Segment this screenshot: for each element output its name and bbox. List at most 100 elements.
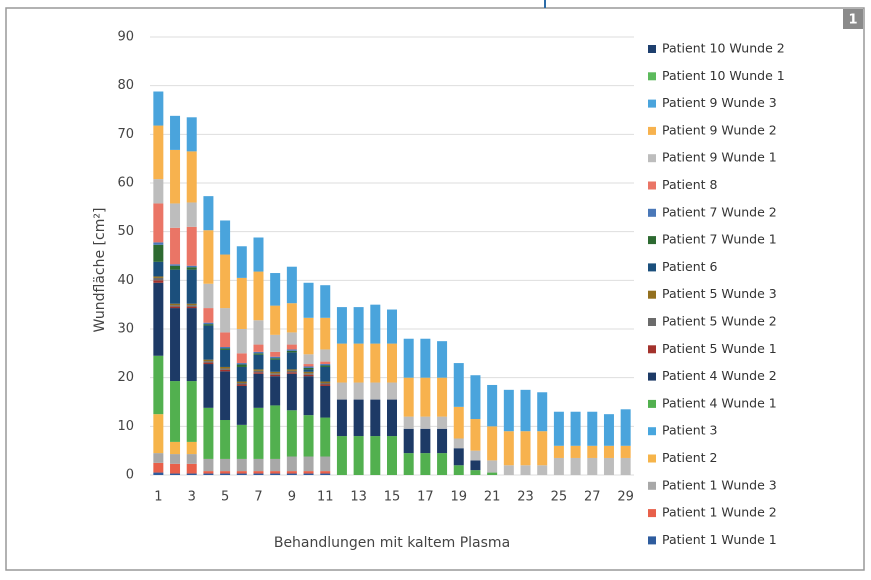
bar-segment [286,303,297,333]
bar-segment [437,428,448,454]
bar-segment [186,265,197,268]
bar-segment [170,303,181,306]
bar-segment [286,456,297,472]
y-tick-label: 40 [117,273,134,288]
x-tick-label: 7 [254,490,262,505]
legend-label: Patient 1 Wunde 3 [662,477,777,492]
bar-segment [153,179,164,204]
bar-segment [186,303,197,306]
bar-segment [186,226,197,266]
bar-segment [353,382,364,400]
x-tick-label: 13 [350,490,367,505]
bar-segment [236,424,247,459]
y-tick-label: 70 [117,127,134,142]
x-tick-label: 5 [221,490,229,505]
bar-segment [503,465,514,475]
bar-segment [153,453,164,463]
legend-swatch [648,263,656,272]
badge-box [843,9,863,29]
bar-segment [320,365,331,367]
legend-swatch [648,181,656,190]
bar-segment [353,399,364,437]
x-axis-title: Behandlungen mit kaltem Plasma [274,535,510,551]
bar-segment [437,341,448,378]
bar-segment [470,460,481,471]
bar-segment [420,338,431,378]
bar-segment [186,454,197,464]
bar-segment [303,373,314,375]
bar-segment [170,305,181,307]
bar-segment [503,431,514,466]
bar-segment [403,453,414,475]
bar-segment [253,320,264,345]
legend-label: Patient 4 Wunde 1 [662,395,777,410]
legend-label: Patient 8 [662,177,717,192]
bar-segment [170,473,181,475]
bar-segment [220,368,231,370]
bar-segment [420,377,431,417]
bar-segment [153,242,164,245]
bar-segment [320,361,331,365]
bar-segment [403,377,414,417]
legend-label: Patient 9 Wunde 1 [662,150,777,165]
bar-segment [220,473,231,475]
bar-segment [220,348,231,350]
bar-segment [220,369,231,372]
bar-segment [353,436,364,475]
bar-segment [236,246,247,278]
bar-segment [253,271,264,321]
bar-segment [570,457,581,475]
bar-segment [203,458,214,472]
bar-segment [470,419,481,451]
bar-segment [286,370,297,373]
bar-segment [387,399,397,437]
bar-segment [303,371,314,374]
bar-segment [186,269,197,304]
bar-segment [253,373,264,408]
bar-segment [170,269,181,304]
bar-segment [620,409,631,446]
legend-swatch [648,72,656,81]
bar-segment [587,445,598,458]
bar-segment [220,471,231,474]
bar-segment [303,354,314,365]
badge: 1 [848,13,857,28]
bar-segment [537,465,548,475]
bar-segment [320,349,331,362]
bar-segment [620,445,631,458]
bar-segment [203,230,214,284]
bar-segment [437,416,448,429]
y-tick-label: 30 [117,322,134,337]
bar-segment [470,375,481,420]
bar-segment [320,471,331,474]
legend-label: Patient 10 Wunde 1 [662,68,785,83]
bar-segment [253,369,264,371]
bar-segment [487,384,498,427]
bar-segment [336,343,347,383]
x-tick-label: 11 [317,490,334,505]
bar-segment [270,405,281,459]
bar-segment [220,308,231,333]
bar-segment [453,438,464,449]
legend-label: Patient 5 Wunde 3 [662,286,777,301]
legend-label: Patient 9 Wunde 2 [662,122,777,137]
bar-segment [587,457,598,475]
bar-segment [320,317,331,350]
x-tick-label: 27 [584,490,601,505]
bar-segment [186,308,197,382]
bar-segment [537,431,548,466]
bar-segment [170,265,181,270]
bar-segment [170,463,181,474]
bar-segment [153,244,164,262]
bar-segment [236,384,247,386]
bar-segment [320,384,331,386]
bar-segment [320,385,331,418]
bar-segment [170,454,181,464]
bar-segment [270,458,281,472]
x-tick-label: 23 [517,490,534,505]
bar-segment [587,411,598,446]
legend-label: Patient 1 Wunde 2 [662,505,777,520]
bar-segment [170,149,181,204]
bar-segment [253,370,264,373]
bar-segment [387,436,397,475]
